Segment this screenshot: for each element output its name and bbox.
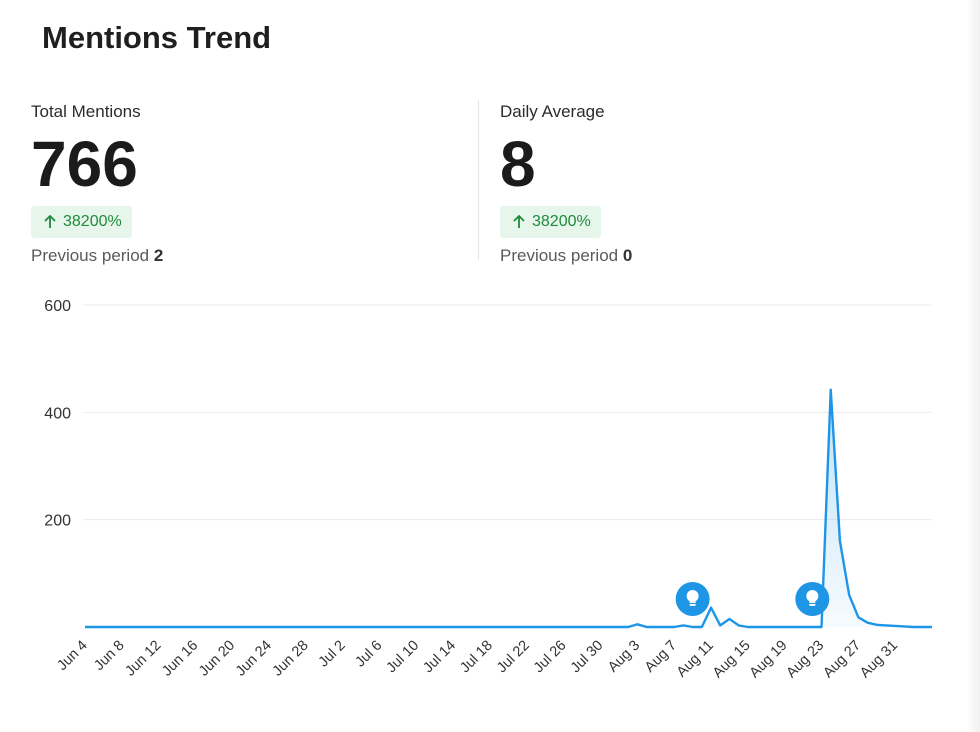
lightbulb-icon xyxy=(686,590,699,606)
kpi-label: Total Mentions xyxy=(31,102,141,121)
insight-marker[interactable] xyxy=(675,582,710,616)
arrow-up-icon xyxy=(43,215,57,229)
kpi-daily-average: Daily Average 8 38200% Previous period 0 xyxy=(500,102,632,266)
x-tick-label: Jul 26 xyxy=(531,638,570,677)
x-tick-label: Jun 28 xyxy=(270,638,312,680)
arrow-up-icon xyxy=(512,215,526,229)
kpi-total-mentions: Total Mentions 766 38200% Previous perio… xyxy=(31,102,163,266)
x-tick-label: Jun 20 xyxy=(196,638,238,680)
x-tick-label: Aug 19 xyxy=(747,638,791,682)
x-tick-label: Jul 18 xyxy=(457,638,496,677)
lightbulb-icon xyxy=(806,590,819,606)
x-tick-label: Jul 10 xyxy=(384,638,423,677)
previous-value: 0 xyxy=(622,246,633,265)
previous-period: Previous period 2 xyxy=(31,246,163,266)
series-area xyxy=(85,389,932,627)
y-tick-label: 600 xyxy=(44,298,71,315)
x-tick-label: Aug 15 xyxy=(710,638,754,682)
y-tick-label: 400 xyxy=(44,405,71,422)
y-tick-label: 200 xyxy=(44,513,71,530)
x-tick-label: Aug 3 xyxy=(605,638,643,676)
insight-marker[interactable] xyxy=(795,582,830,616)
x-tick-label: Aug 23 xyxy=(784,638,828,682)
x-tick-label: Jun 16 xyxy=(159,638,201,680)
previous-period: Previous period 0 xyxy=(500,246,632,266)
x-tick-label: Jun 24 xyxy=(233,638,275,680)
kpi-value: 766 xyxy=(31,128,138,200)
x-tick-label: Jul 14 xyxy=(420,638,459,677)
x-tick-label: Jul 6 xyxy=(352,638,385,671)
x-tick-label: Jul 30 xyxy=(568,638,607,677)
previous-value: 2 xyxy=(153,246,164,265)
change-badge: 38200% xyxy=(500,206,601,238)
previous-label: Previous period xyxy=(31,246,150,265)
x-tick-label: Jul 22 xyxy=(494,638,533,677)
change-badge: 38200% xyxy=(31,206,132,238)
x-tick-label: Jul 2 xyxy=(316,638,349,671)
kpi-divider xyxy=(478,100,479,260)
kpi-value: 8 xyxy=(500,128,536,200)
change-value: 38200% xyxy=(532,213,591,230)
x-tick-label: Aug 27 xyxy=(820,638,864,682)
x-tick-label: Aug 31 xyxy=(857,638,901,682)
x-tick-label: Aug 11 xyxy=(674,638,717,681)
x-tick-label: Jun 4 xyxy=(54,638,90,674)
x-tick-label: Jun 12 xyxy=(122,638,164,680)
change-value: 38200% xyxy=(63,213,122,230)
kpi-label: Daily Average xyxy=(500,102,605,121)
page-title: Mentions Trend xyxy=(42,20,272,55)
previous-label: Previous period xyxy=(500,246,619,265)
panel-edge-shadow xyxy=(966,0,980,732)
